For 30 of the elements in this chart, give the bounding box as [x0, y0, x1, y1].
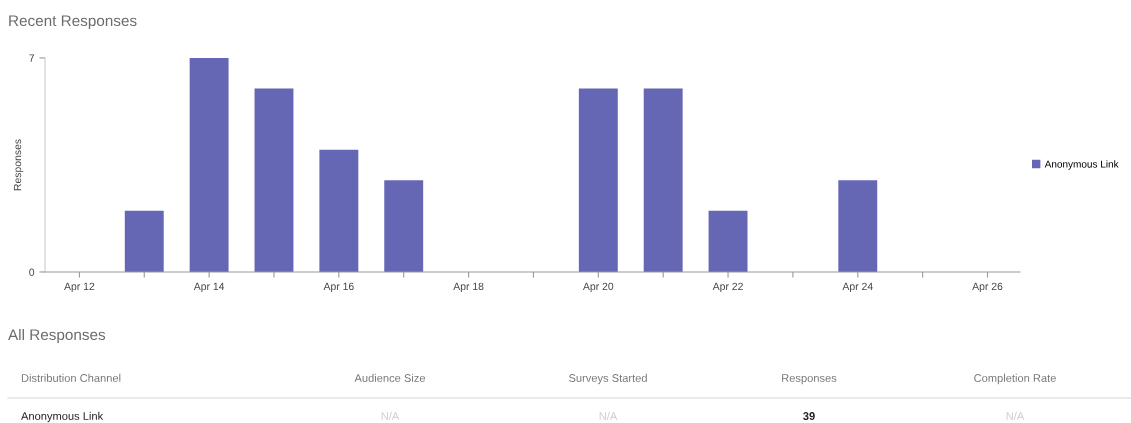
x-tick-label: Apr 14 — [193, 282, 225, 293]
text: Distribution Channel — [21, 373, 121, 382]
bar — [124, 210, 164, 272]
x-tick-label: Apr 16 — [323, 282, 354, 293]
y-axis-title: Responses — [13, 139, 24, 191]
y-tick-label: 0 — [29, 268, 35, 276]
text: Audience Size — [354, 373, 426, 382]
text: Responses — [782, 374, 837, 385]
bar — [189, 57, 229, 272]
bar — [708, 210, 748, 272]
x-tick-label: Apr 24 — [842, 282, 873, 293]
x-tick-label: Apr 20 — [582, 282, 614, 293]
bar — [384, 180, 424, 272]
y-tick-label: 7 — [29, 54, 35, 62]
x-tick-label: Apr 12 — [64, 282, 95, 293]
text: 39 — [803, 412, 815, 420]
legend-label: Anonymous Link — [1044, 160, 1119, 170]
text: Surveys Started — [568, 373, 647, 385]
x-tick-label: Apr 22 — [712, 282, 743, 293]
chart-title: Recent Responses — [9, 15, 137, 30]
bar — [643, 88, 683, 272]
text: Completion Rate — [974, 373, 1056, 385]
x-tick-label: Apr 18 — [453, 282, 484, 293]
bar — [578, 88, 618, 272]
bar — [838, 180, 878, 272]
text: All Responses — [8, 328, 106, 344]
text: Anonymous Link — [21, 411, 104, 423]
x-tick-label: Apr 26 — [972, 282, 1003, 293]
bar — [319, 149, 359, 272]
bar — [254, 88, 294, 272]
